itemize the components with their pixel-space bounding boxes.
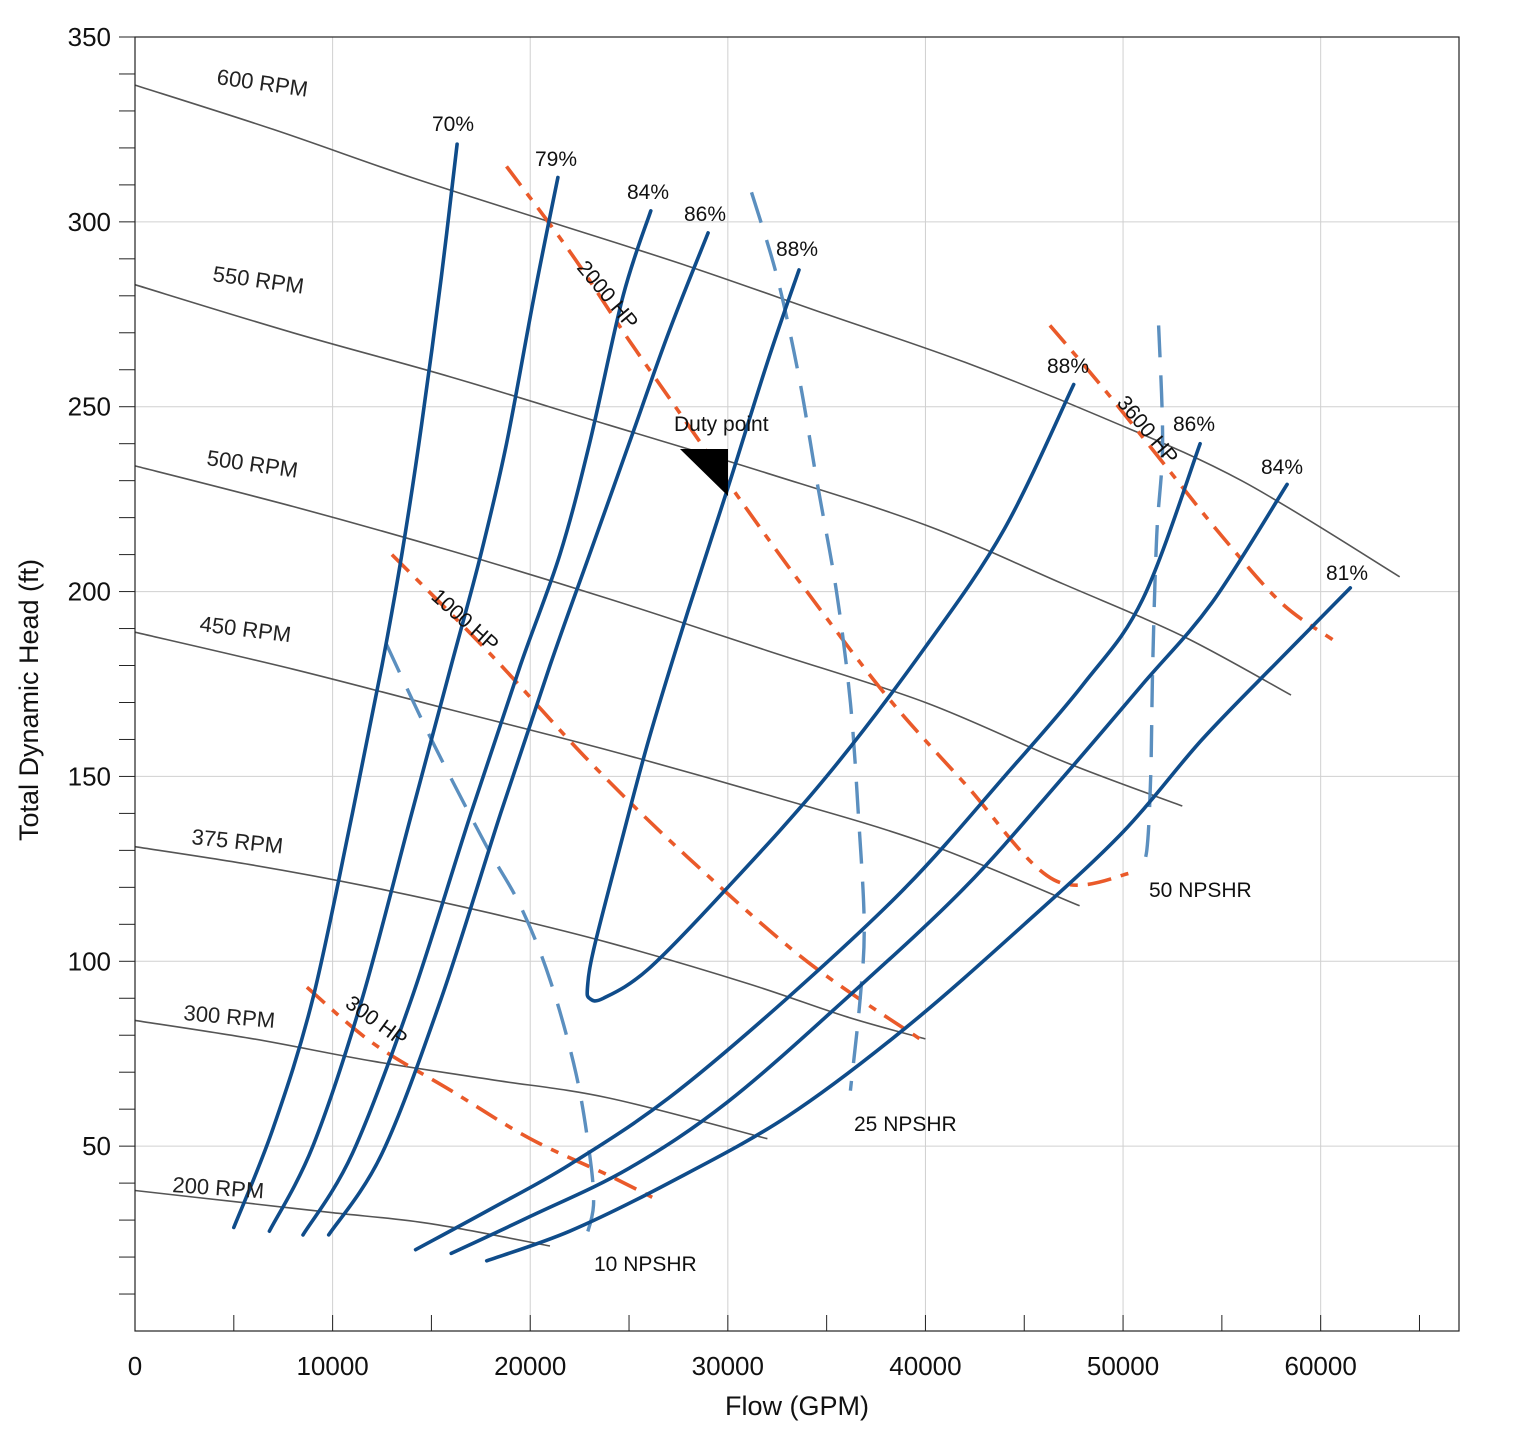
eff-curve-86-right [413,441,1202,1252]
x-tick-label: 40000 [889,1351,961,1381]
eff-curve-79 [267,175,560,1233]
x-tick-label: 50000 [1087,1351,1159,1381]
x-tick-label: 20000 [494,1351,566,1381]
eff-curve-84 [301,209,653,1237]
efficiency-label-88-right: 88% [1047,355,1089,378]
npsh-label-50: 50 NPSHR [1149,879,1252,902]
speed-curve-200-rpm [134,1189,551,1247]
axes [134,36,1460,1332]
x-axis-title: Flow (GPM) [725,1391,869,1421]
efficiency-label-84: 84% [627,181,669,204]
power-curve-2000-hp [505,165,1134,887]
speed-curve-600-rpm [134,84,1401,578]
efficiency-label-88-left: 88% [776,238,818,261]
eff-curve-70 [232,142,459,1230]
eff-curve-81 [484,586,1353,1263]
x-tick-label: 60000 [1285,1351,1357,1381]
npsh-curve-25-npshr [749,191,866,1091]
speed-curve-375-rpm [134,845,926,1040]
speed-curve-450-rpm [134,631,1080,907]
npsh-curve-50-npshr [1137,325,1165,874]
speed-curve-550-rpm [134,283,1292,696]
y-tick-label: 100 [68,946,111,976]
efficiency-curves [232,142,1353,1263]
power-curve-300-hp [305,985,662,1204]
y-tick-label: 50 [82,1131,111,1161]
speed-curve-500-rpm [134,465,1183,807]
eff-curve-86-left [326,231,710,1237]
y-tick-label: 200 [68,577,111,607]
y-tick-label: 150 [68,761,111,791]
duty-point-marker [680,449,728,496]
npsh-label-25: 25 NPSHR [854,1113,957,1136]
power-curve-3600-hp [1048,324,1334,642]
plot-frame [134,36,1460,1332]
duty-point-label: Duty point [674,413,769,436]
efficiency-label-84-right: 84% [1261,456,1303,479]
y-axis-title: Total Dynamic Head (ft) [14,559,44,841]
efficiency-label-86: 86% [684,203,726,226]
y-tick-label: 300 [68,207,111,237]
npsh-label-10: 10 NPSHR [594,1253,697,1276]
x-tick-label: 30000 [692,1351,764,1381]
speed-curves [134,84,1401,1247]
npsh-curves [384,191,1165,1240]
eff-curve-88-loop [585,268,1076,1003]
efficiency-label-79: 79% [535,148,577,171]
efficiency-label-81: 81% [1326,562,1368,585]
ticks: 0 10000 20000 30000 40000 50000 60000 50 100 150 2… [68,22,1420,1381]
x-tick-label: 0 [128,1351,142,1381]
x-tick-label: 10000 [296,1351,368,1381]
npsh-curve-10-npshr [384,642,596,1240]
y-tick-label: 350 [68,22,111,52]
speed-curve-300-rpm [134,1019,768,1140]
efficiency-label-70: 70% [432,113,474,136]
y-tick-label: 250 [68,392,111,422]
efficiency-label-86-right: 86% [1173,413,1215,436]
eff-curve-84-right [449,482,1289,1256]
